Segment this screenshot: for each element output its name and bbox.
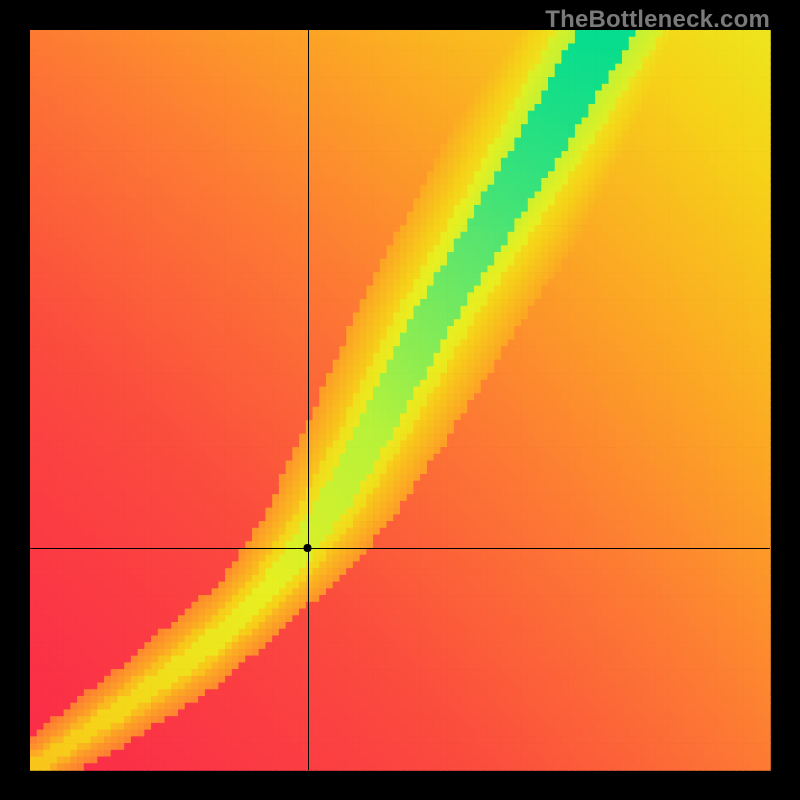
watermark-text: TheBottleneck.com [545, 6, 770, 34]
heatmap-canvas [0, 0, 800, 800]
